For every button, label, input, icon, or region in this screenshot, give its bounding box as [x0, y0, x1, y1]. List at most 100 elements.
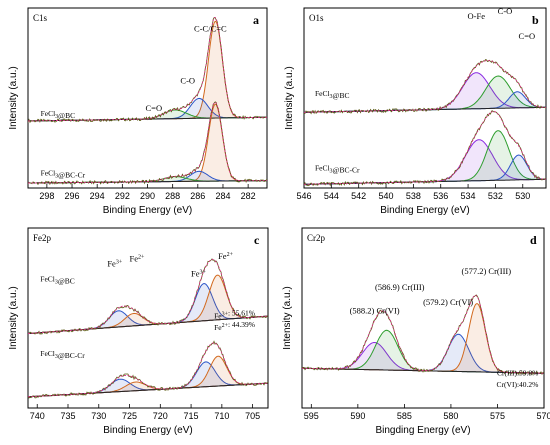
peak-annotation: O-Fe — [468, 11, 486, 21]
x-tick-label: 540 — [379, 191, 394, 201]
fit-envelope — [28, 259, 268, 334]
x-tick-label: 536 — [433, 191, 448, 201]
peak-fill — [304, 76, 546, 113]
peak-fill — [302, 330, 544, 374]
raw-data-line — [304, 110, 546, 187]
x-tick-label: 725 — [122, 411, 137, 421]
x-tick-label: 290 — [140, 191, 155, 201]
peak-annotation: Fe3+ — [107, 258, 123, 268]
peak-annotation: C=O — [519, 31, 536, 41]
peak-fill — [28, 98, 267, 121]
sample-label: FeCl3@BC — [41, 109, 76, 120]
y-axis-label: Intensity (a.u.) — [284, 66, 295, 129]
x-axis-label: Binding Energy (eV) — [103, 205, 193, 216]
core-level-label: O1s — [309, 13, 324, 23]
peak-fill — [28, 171, 267, 183]
x-tick-label: 720 — [153, 411, 168, 421]
spectrum-0 — [28, 16, 267, 124]
spectrum-0 — [302, 294, 544, 376]
plot-frame — [27, 227, 269, 409]
peak-fill — [304, 155, 546, 185]
x-tick-label: 740 — [30, 411, 45, 421]
x-tick-label: 575 — [490, 411, 505, 421]
x-tick-label: 530 — [515, 191, 530, 201]
spectrum-0 — [28, 258, 268, 335]
x-tick-label: 294 — [90, 191, 105, 201]
peak-annotation: C=O — [145, 103, 162, 113]
x-tick-label: 544 — [324, 191, 339, 201]
panel-d: 595 590 585 580 575 570 Bingding Energy (eV) In… — [282, 227, 550, 436]
x-tick-label: 284 — [215, 191, 230, 201]
x-tick-label: 534 — [461, 191, 476, 201]
peak-component — [302, 303, 544, 374]
x-tick-label: 282 — [241, 191, 256, 201]
x-tick-label: 735 — [60, 411, 75, 421]
fit-envelope — [28, 16, 267, 122]
x-tick-label: 546 — [296, 191, 311, 201]
spectrum-0 — [304, 59, 546, 115]
peak-fill — [28, 104, 267, 183]
peak-annotation: C-O — [180, 76, 195, 86]
fit-envelope — [304, 60, 546, 113]
peak-fill — [304, 139, 546, 185]
spectrum-1 — [28, 101, 267, 186]
x-axis-label: Binding Energy (eV) — [380, 205, 470, 216]
panel-letter: b — [532, 13, 539, 27]
peak-annotation: (586.9) Cr(III) — [375, 282, 425, 292]
plot-frame — [301, 227, 545, 409]
peak-fill — [302, 334, 544, 374]
x-tick-label: 292 — [115, 191, 130, 201]
panel-letter: a — [253, 13, 259, 27]
x-tick-label: 590 — [350, 411, 365, 421]
peak-annotation: C-O — [498, 6, 513, 16]
plot-frame — [27, 7, 268, 189]
x-tick-label: 595 — [304, 411, 319, 421]
peak-annotation: C-C/C=C — [194, 24, 227, 34]
x-tick-label: 288 — [165, 191, 180, 201]
panel-letter: d — [530, 233, 537, 247]
composition-stat: Cr(III):59.8% — [497, 369, 538, 378]
peak-annotation: (579.2) Cr(VI) — [423, 297, 473, 307]
spectrum-1 — [304, 110, 546, 187]
x-tick-label: 570 — [536, 411, 550, 421]
panel-letter: c — [254, 233, 260, 247]
peak-fill — [302, 303, 544, 374]
peak-component — [302, 329, 544, 374]
composition-stat: Cr(VI):40.2% — [497, 380, 539, 389]
peak-annotation: Fe3+ — [191, 268, 207, 278]
x-tick-label: 298 — [39, 191, 54, 201]
y-axis-label: Intensity (a.u.) — [8, 66, 19, 129]
composition-stat: Fe3+: 55.61% — [214, 309, 255, 321]
sample-label: FeCl3@BC-Cr — [41, 169, 86, 180]
core-level-label: Fe2p — [33, 233, 52, 243]
panel-c: 740 735 730 725 720 715 710 705 Binding Energy (… — [8, 227, 269, 436]
x-tick-label: 532 — [488, 191, 503, 201]
sample-label: FeCl3@BC-Cr — [315, 164, 360, 175]
x-tick-label: 542 — [351, 191, 366, 201]
panel-b: 546 544 542 540 538 536 534 532 530 Binding Energ… — [284, 6, 547, 216]
x-tick-label: 585 — [397, 411, 412, 421]
spectrum-1 — [28, 340, 268, 399]
x-axis-label: Bingding Energy (eV) — [375, 425, 470, 436]
fit-envelope — [302, 294, 544, 374]
panel-a: 298 296 294 292 290 288 286 284 282 Binding Energ… — [8, 7, 268, 216]
composition-stat: Fe2+: 44.39% — [214, 320, 255, 332]
peak-annotation: (577.2) Cr(III) — [462, 266, 512, 276]
x-tick-label: 286 — [190, 191, 205, 201]
peak-fill — [304, 130, 546, 185]
plot-frame — [303, 7, 547, 189]
fit-envelope — [28, 101, 267, 184]
peak-annotation: Fe2+ — [129, 254, 145, 264]
sample-label: FeCl3@BC-Cr — [40, 349, 85, 360]
y-axis-label: Intensity (a.u.) — [282, 286, 293, 349]
peak-fill — [28, 382, 268, 397]
x-tick-label: 710 — [214, 411, 229, 421]
peak-fill — [28, 356, 268, 397]
peak-annotation: Fe2+ — [218, 251, 234, 261]
x-tick-label: 715 — [184, 411, 199, 421]
x-tick-label: 296 — [65, 191, 80, 201]
sample-label: FeCl3@BC — [315, 89, 350, 100]
x-tick-label: 538 — [406, 191, 421, 201]
x-axis-label: Binding Energy (eV) — [103, 425, 193, 436]
